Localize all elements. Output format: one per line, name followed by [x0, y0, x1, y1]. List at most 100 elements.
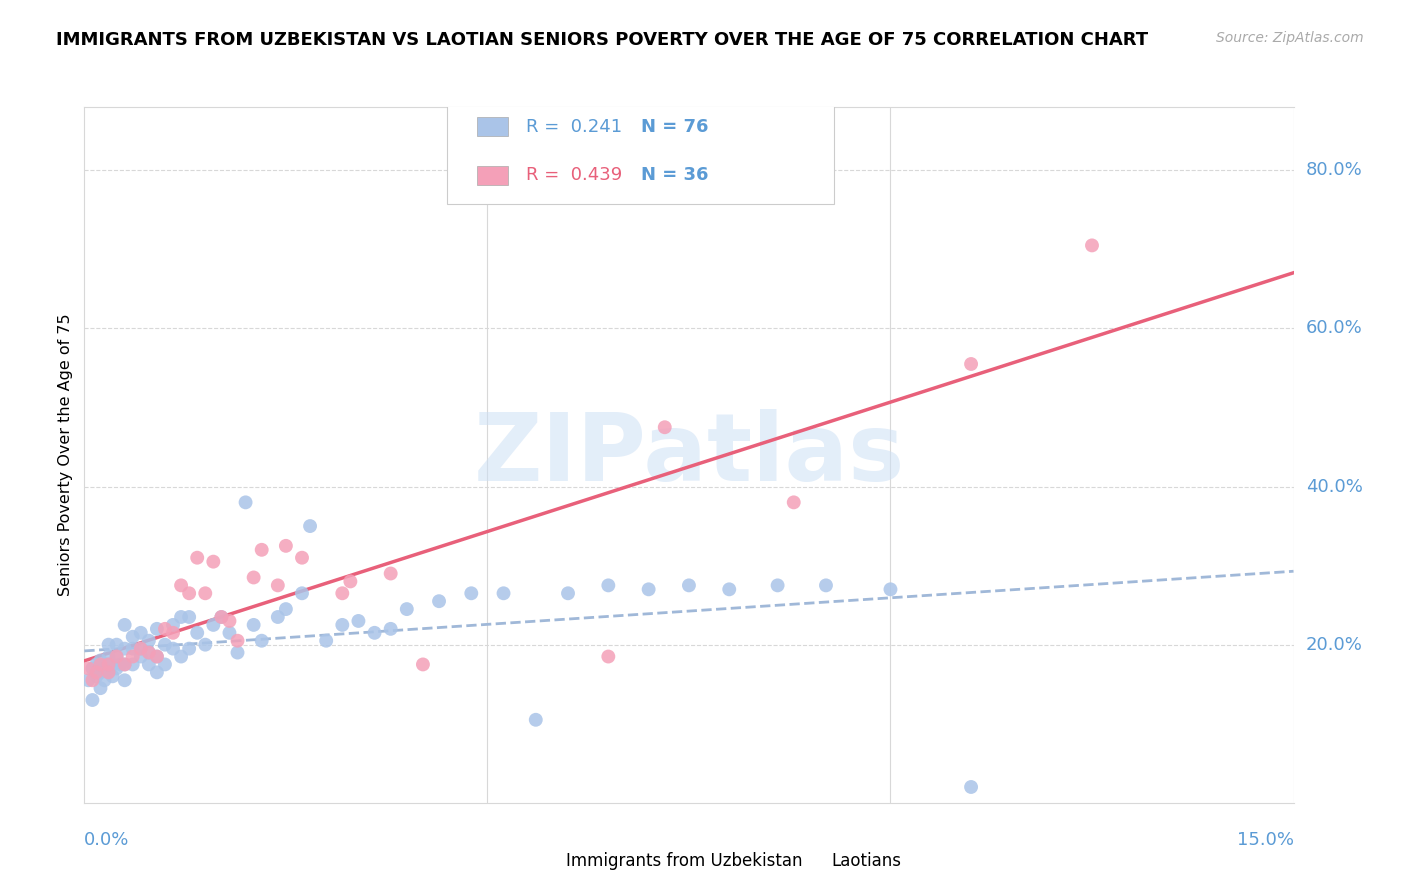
- Text: N = 36: N = 36: [641, 167, 709, 185]
- Point: [105, 661, 128, 675]
- Point: [89, 657, 111, 672]
- Point: [179, 641, 201, 656]
- Point: [315, 633, 337, 648]
- Point: [380, 566, 402, 581]
- Point: [146, 622, 169, 636]
- Point: [82, 661, 104, 675]
- Point: [153, 657, 176, 672]
- Point: [766, 578, 789, 592]
- Point: [105, 649, 128, 664]
- Point: [89, 665, 111, 680]
- Point: [89, 653, 111, 667]
- Point: [89, 681, 111, 695]
- Point: [299, 519, 322, 533]
- Point: [129, 641, 152, 656]
- Text: 15.0%: 15.0%: [1236, 830, 1294, 848]
- Text: 20.0%: 20.0%: [1306, 636, 1362, 654]
- Text: 60.0%: 60.0%: [1306, 319, 1362, 337]
- Text: Laotians: Laotians: [831, 852, 901, 870]
- Point: [783, 495, 806, 509]
- Point: [242, 570, 264, 584]
- Point: [86, 657, 108, 672]
- Point: [170, 610, 193, 624]
- Text: 40.0%: 40.0%: [1306, 477, 1362, 496]
- Point: [186, 625, 208, 640]
- Point: [363, 625, 385, 640]
- Point: [129, 625, 152, 640]
- Point: [121, 657, 143, 672]
- Point: [291, 586, 314, 600]
- FancyBboxPatch shape: [531, 851, 558, 871]
- Text: N = 76: N = 76: [641, 118, 709, 136]
- FancyBboxPatch shape: [478, 117, 508, 136]
- Text: R =  0.241: R = 0.241: [526, 118, 621, 136]
- Point: [146, 649, 169, 664]
- Point: [814, 578, 837, 592]
- Point: [114, 657, 136, 672]
- Text: 80.0%: 80.0%: [1306, 161, 1362, 179]
- Point: [114, 618, 136, 632]
- Point: [267, 610, 290, 624]
- Point: [121, 630, 143, 644]
- Point: [97, 657, 120, 672]
- Point: [960, 357, 983, 371]
- Point: [250, 633, 273, 648]
- Text: ZIPatlas: ZIPatlas: [474, 409, 904, 501]
- FancyBboxPatch shape: [447, 100, 834, 204]
- Point: [267, 578, 290, 592]
- Point: [105, 649, 128, 664]
- Point: [194, 586, 217, 600]
- Point: [93, 673, 115, 688]
- Point: [179, 586, 201, 600]
- Point: [226, 646, 249, 660]
- Point: [97, 665, 120, 680]
- Point: [598, 578, 620, 592]
- Point: [129, 641, 152, 656]
- Point: [339, 574, 361, 589]
- Point: [110, 657, 132, 672]
- Point: [186, 550, 208, 565]
- Point: [97, 649, 120, 664]
- Point: [114, 641, 136, 656]
- Point: [82, 673, 104, 688]
- Text: Immigrants from Uzbekistan: Immigrants from Uzbekistan: [565, 852, 801, 870]
- Point: [524, 713, 547, 727]
- Y-axis label: Seniors Poverty Over the Age of 75: Seniors Poverty Over the Age of 75: [58, 314, 73, 596]
- Point: [678, 578, 700, 592]
- Point: [242, 618, 264, 632]
- Point: [170, 578, 193, 592]
- Point: [960, 780, 983, 794]
- Point: [153, 638, 176, 652]
- Point: [879, 582, 901, 597]
- Point: [380, 622, 402, 636]
- Point: [101, 669, 124, 683]
- Point: [146, 649, 169, 664]
- Point: [637, 582, 659, 597]
- Point: [235, 495, 257, 509]
- Point: [718, 582, 741, 597]
- Point: [274, 539, 297, 553]
- Point: [209, 610, 232, 624]
- Point: [395, 602, 418, 616]
- Point: [654, 420, 676, 434]
- Point: [209, 610, 232, 624]
- Text: IMMIGRANTS FROM UZBEKISTAN VS LAOTIAN SENIORS POVERTY OVER THE AGE OF 75 CORRELA: IMMIGRANTS FROM UZBEKISTAN VS LAOTIAN SE…: [56, 31, 1149, 49]
- Point: [1081, 238, 1104, 252]
- Point: [77, 661, 100, 675]
- Point: [97, 665, 120, 680]
- Point: [194, 638, 217, 652]
- Point: [218, 625, 240, 640]
- Point: [598, 649, 620, 664]
- Point: [427, 594, 450, 608]
- Point: [179, 610, 201, 624]
- Point: [86, 669, 108, 683]
- Point: [218, 614, 240, 628]
- Point: [162, 618, 184, 632]
- Point: [121, 641, 143, 656]
- Text: 0.0%: 0.0%: [84, 830, 129, 848]
- Point: [121, 649, 143, 664]
- Point: [291, 550, 314, 565]
- Point: [330, 618, 353, 632]
- Point: [129, 649, 152, 664]
- Point: [97, 657, 120, 672]
